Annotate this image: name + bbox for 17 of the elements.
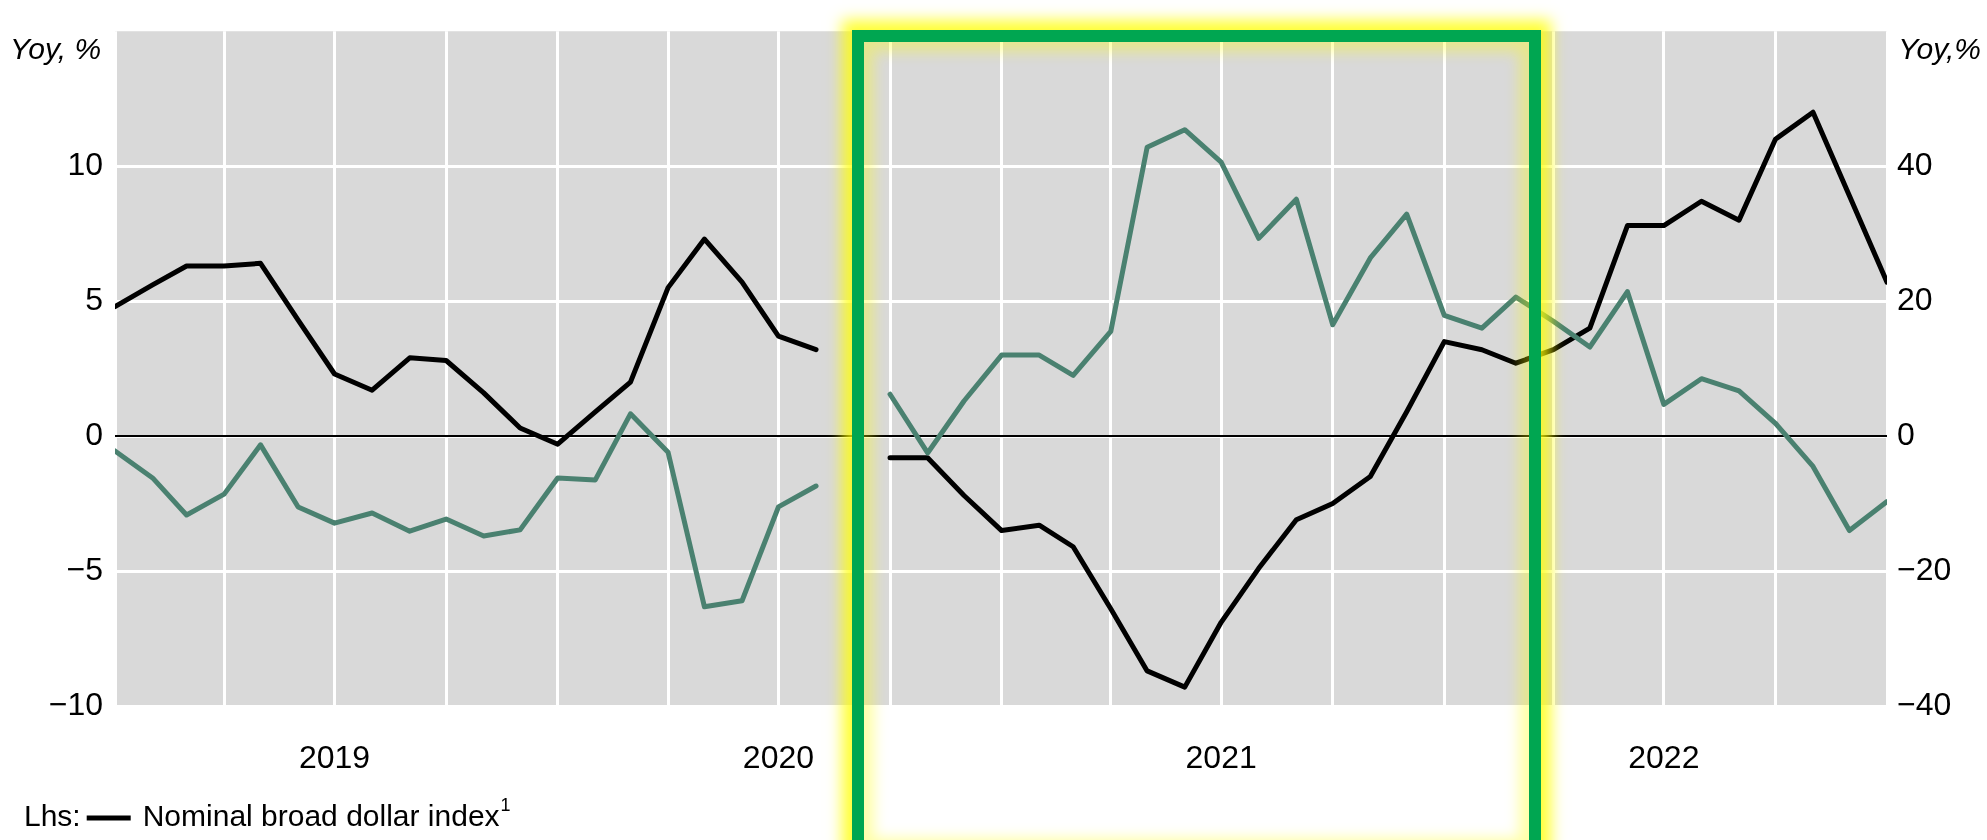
y2-tick-label: 40	[1897, 145, 1933, 182]
y2-tick-label: 0	[1897, 415, 1915, 452]
x-tick-label: 2020	[742, 739, 815, 776]
legend-title: Lhs:	[24, 799, 81, 833]
y-tick-label: −5	[66, 550, 103, 587]
x-tick-label: 2022	[1628, 739, 1700, 776]
y2-tick-label: −20	[1897, 550, 1952, 587]
y-tick-label: 5	[85, 280, 103, 317]
y2-axis-title: Yoy,%	[1898, 31, 1981, 65]
y2-tick-label: −40	[1897, 685, 1952, 722]
x-tick-label: 2021	[1185, 739, 1257, 776]
x-tick-label: 2019	[298, 739, 371, 776]
y-tick-label: 0	[85, 415, 103, 452]
y-tick-label: −10	[48, 685, 103, 722]
y2-tick-label: 20	[1897, 280, 1933, 317]
y-tick-label: 10	[67, 145, 103, 182]
y-axis-title: Yoy, %	[10, 31, 102, 65]
